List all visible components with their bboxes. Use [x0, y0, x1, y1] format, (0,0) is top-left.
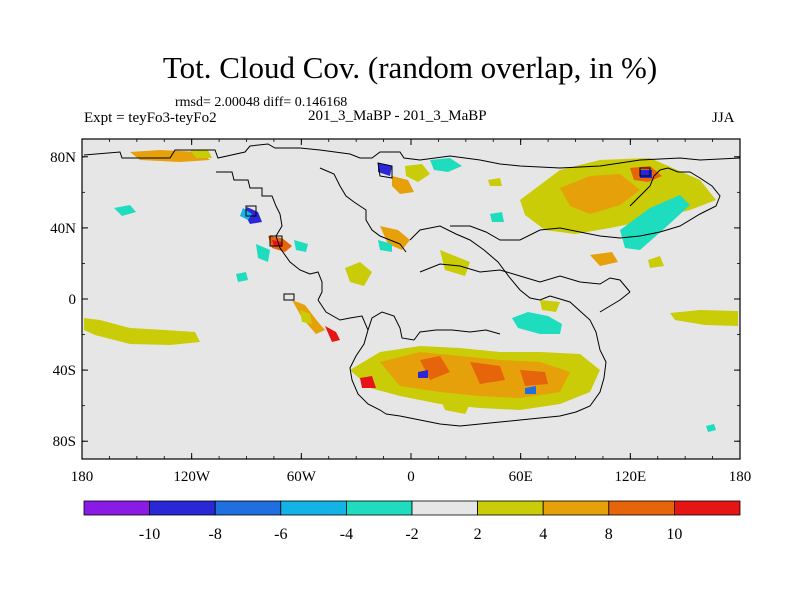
- colorbar-swatch: [477, 500, 544, 516]
- experiment-label: Expt = teyFo3-teyFo2: [84, 110, 217, 126]
- colorbar-label: 4: [539, 526, 547, 543]
- colorbar-label: 2: [474, 526, 482, 543]
- colorbar-label: -2: [405, 526, 418, 543]
- colorbar: -10 -8 -6 -4 -2 2 4 8 10: [83, 500, 741, 543]
- y-axis: 80N 40N 0 40S 80S: [50, 150, 740, 450]
- colorbar-label: -10: [139, 526, 160, 543]
- y-tick-label: 0: [69, 292, 77, 308]
- x-tick-label: 180: [729, 469, 752, 485]
- colorbar-swatch: [345, 500, 413, 516]
- colorbar-label: 10: [666, 526, 682, 543]
- x-tick-label: 0: [407, 469, 415, 485]
- colorbar-label: -8: [209, 526, 222, 543]
- x-tick-label: 120E: [614, 469, 646, 485]
- stats-label: rmsd= 2.00048 diff= 0.146168: [175, 95, 348, 110]
- colorbar-swatch: [411, 500, 478, 516]
- x-tick-label: 180: [71, 469, 94, 485]
- x-axis: 180 120W 60W 0 60E 120E 180: [71, 139, 752, 485]
- colorbar-label: 8: [605, 526, 613, 543]
- coastlines: [83, 143, 741, 427]
- colorbar-swatch: [214, 500, 282, 516]
- anomaly-patches: [84, 150, 738, 432]
- x-tick-label: 60W: [287, 469, 317, 485]
- case-label: 201_3_MaBP - 201_3_MaBP: [308, 108, 487, 124]
- season-label: JJA: [712, 110, 735, 126]
- colorbar-swatch: [608, 500, 675, 516]
- colorbar-swatch: [674, 500, 741, 516]
- y-tick-label: 40S: [53, 363, 76, 379]
- y-tick-label: 80S: [53, 434, 76, 450]
- y-tick-label: 80N: [50, 150, 76, 166]
- colorbar-swatch: [83, 500, 150, 516]
- y-tick-label: 40N: [50, 221, 76, 237]
- colorbar-label: -6: [274, 526, 287, 543]
- colorbar-swatch: [149, 500, 216, 516]
- chart-title: Tot. Cloud Cov. (random overlap, in %): [162, 50, 658, 85]
- colorbar-swatch: [280, 500, 347, 516]
- colorbar-label: -4: [340, 526, 353, 543]
- x-tick-label: 60E: [509, 469, 533, 485]
- colorbar-swatch: [542, 500, 610, 516]
- x-tick-label: 120W: [173, 469, 211, 485]
